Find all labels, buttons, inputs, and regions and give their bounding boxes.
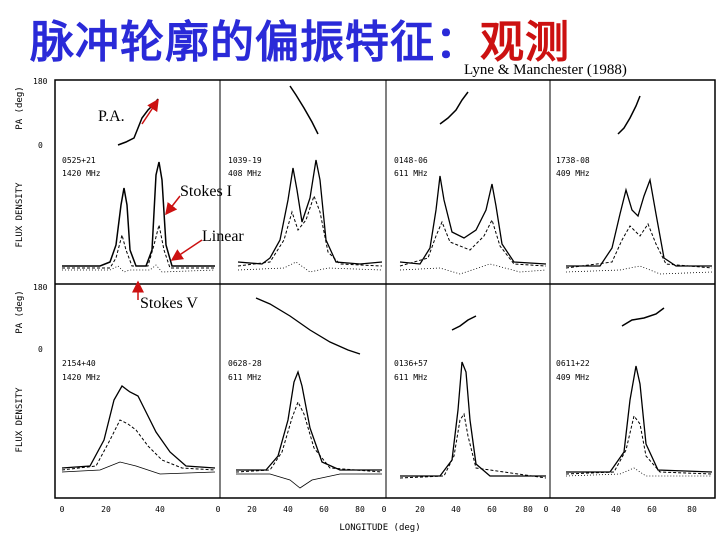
x-tick: 0 bbox=[216, 505, 221, 514]
linear-curve bbox=[235, 400, 383, 473]
title-main: 脉冲轮廓的偏振特征： bbox=[30, 17, 480, 68]
stokes-v-curve bbox=[565, 467, 712, 477]
x-tick: 40 bbox=[611, 505, 621, 514]
x-tick: 40 bbox=[283, 505, 293, 514]
x-tick: 0 bbox=[544, 505, 549, 514]
panel-freq: 1420 MHz bbox=[62, 169, 101, 178]
x-tick: 80 bbox=[355, 505, 365, 514]
stokes-i-curve bbox=[400, 361, 546, 477]
panel-1738-curves bbox=[565, 95, 713, 275]
x-axis-label: LONGITUDE (deg) bbox=[339, 523, 420, 533]
panel-name: 1738-08 bbox=[556, 156, 590, 165]
panel-name: 0136+57 bbox=[394, 359, 428, 368]
flux-axis-label-bottom: FLUX DENSITY bbox=[15, 387, 25, 453]
stokes-v-curve bbox=[399, 263, 547, 275]
flux-axis-label-top: FLUX DENSITY bbox=[15, 182, 25, 248]
x-tick: 60 bbox=[319, 505, 329, 514]
linear-arrow bbox=[170, 239, 203, 261]
panel-freq: 409 MHz bbox=[556, 373, 590, 382]
x-tick: 0 bbox=[382, 505, 387, 514]
stokes-v-curve bbox=[565, 265, 713, 275]
x-tick: 80 bbox=[687, 505, 697, 514]
linear-curve bbox=[565, 414, 713, 475]
panel-freq: 409 MHz bbox=[556, 169, 590, 178]
stokes-i-curve bbox=[566, 177, 712, 267]
pa-tick-180-top: 180 bbox=[33, 77, 48, 86]
pa-tick-180-bottom: 180 bbox=[33, 283, 48, 292]
x-tick: 40 bbox=[451, 505, 461, 514]
pa-curve bbox=[621, 307, 665, 327]
panel-freq: 408 MHz bbox=[228, 169, 262, 178]
stokes-v-curve bbox=[236, 473, 382, 489]
x-tick: 20 bbox=[575, 505, 585, 514]
pa-curve bbox=[439, 91, 469, 125]
stokes-v-curve bbox=[62, 264, 216, 273]
linear-curve bbox=[399, 218, 547, 267]
panel-0628-curves bbox=[235, 297, 383, 489]
panel-freq: 611 MHz bbox=[228, 373, 262, 382]
linear-curve bbox=[237, 194, 383, 267]
citation: Lyne & Manchester (1988) bbox=[464, 62, 627, 78]
pa-curve bbox=[255, 297, 361, 355]
stokes-i-arrow bbox=[165, 195, 181, 216]
annotation-pa: P.A. bbox=[98, 108, 125, 125]
annotation-linear: Linear bbox=[202, 228, 244, 245]
x-tick-labels: 0 20 40 0 20 40 60 80 0 20 40 60 80 0 20… bbox=[60, 505, 697, 514]
stokes-i-curve bbox=[399, 175, 547, 265]
panel-name: 0148-06 bbox=[394, 156, 428, 165]
x-tick: 20 bbox=[101, 505, 111, 514]
panel-name: 2154+40 bbox=[62, 359, 96, 368]
stokes-i-curve bbox=[566, 365, 713, 473]
x-tick: 20 bbox=[415, 505, 425, 514]
title-accent: 观测 bbox=[480, 17, 570, 68]
panel-labels: 0525+21 1420 MHz 1039-19 408 MHz 0148-06… bbox=[62, 156, 590, 382]
panel-0148-curves bbox=[399, 91, 547, 275]
linear-curve bbox=[399, 412, 547, 479]
slide-title: 脉冲轮廓的偏振特征：观测 bbox=[30, 6, 570, 70]
pa-curve bbox=[451, 315, 477, 331]
annotation-stokes-v: Stokes V bbox=[140, 295, 198, 312]
panel-0136-curves bbox=[399, 315, 547, 479]
x-tick: 60 bbox=[487, 505, 497, 514]
x-tick: 0 bbox=[60, 505, 65, 514]
panel-freq: 1420 MHz bbox=[62, 373, 101, 382]
stokes-i-curve bbox=[61, 385, 216, 469]
panel-name: 1039-19 bbox=[228, 156, 262, 165]
linear-curve bbox=[565, 222, 713, 269]
x-tick: 20 bbox=[247, 505, 257, 514]
panel-name: 0628-28 bbox=[228, 359, 262, 368]
pa-axis-label-bottom: PA (deg) bbox=[15, 290, 25, 333]
x-tick: 60 bbox=[647, 505, 657, 514]
pa-curve bbox=[617, 95, 641, 135]
figure-frame bbox=[54, 79, 716, 499]
pa-tick-0-top: 0 bbox=[38, 141, 43, 150]
pa-axis-label-top: PA (deg) bbox=[15, 86, 25, 129]
panel-2154-curves bbox=[61, 385, 216, 475]
annotation-stokes-i: Stokes I bbox=[180, 183, 232, 200]
panel-1039-curves bbox=[237, 85, 383, 273]
linear-curve bbox=[62, 224, 215, 269]
x-tick: 40 bbox=[155, 505, 165, 514]
pa-tick-0-bottom: 0 bbox=[38, 345, 43, 354]
panel-freq: 611 MHz bbox=[394, 373, 428, 382]
stokes-v-curve bbox=[61, 461, 216, 475]
stokes-i-curve bbox=[237, 159, 383, 265]
panel-name: 0525+21 bbox=[62, 156, 96, 165]
panel-freq: 611 MHz bbox=[394, 169, 428, 178]
panel-0611-curves bbox=[565, 307, 713, 477]
pa-curve bbox=[289, 85, 319, 135]
linear-curve bbox=[61, 419, 216, 471]
panel-name: 0611+22 bbox=[556, 359, 590, 368]
pa-arrow bbox=[141, 98, 159, 125]
x-tick: 80 bbox=[523, 505, 533, 514]
stokes-i-curve bbox=[236, 369, 382, 471]
